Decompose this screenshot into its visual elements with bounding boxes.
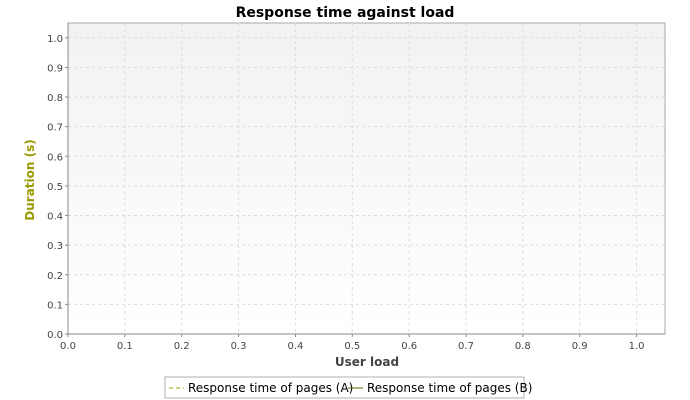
x-tick-label: 0.3 bbox=[231, 341, 247, 352]
y-tick-label: 0.6 bbox=[47, 152, 63, 163]
legend: Response time of pages (A) Response time… bbox=[164, 376, 532, 399]
x-axis-label: User load bbox=[335, 355, 399, 369]
legend-box bbox=[164, 376, 525, 399]
y-tick-label: 0.7 bbox=[47, 123, 63, 134]
x-tick-label: 0.6 bbox=[401, 341, 417, 352]
x-tick-label: 0.9 bbox=[572, 341, 588, 352]
legend-label-a: Response time of pages (A) bbox=[188, 381, 353, 395]
x-tick-label: 0.5 bbox=[344, 341, 360, 352]
plot-area bbox=[67, 22, 666, 335]
x-tick-label: 0.0 bbox=[60, 341, 76, 352]
x-tick-label: 0.7 bbox=[458, 341, 474, 352]
y-tick-label: 0.5 bbox=[47, 182, 63, 193]
y-tick-label: 0.8 bbox=[47, 93, 63, 104]
y-axis-label: Duration (s) bbox=[23, 139, 37, 220]
x-tick-label: 0.8 bbox=[515, 341, 531, 352]
ticks: 0.0 0.1 0.2 0.3 0.4 0.5 0.6 0.7 0.8 0.9 1.0 0.0 0.1 0… bbox=[47, 34, 644, 352]
y-tick-label: 1.0 bbox=[47, 34, 63, 45]
x-tick-label: 0.2 bbox=[174, 341, 190, 352]
y-tick-label: 0.1 bbox=[47, 300, 63, 311]
y-tick-label: 0.9 bbox=[47, 63, 63, 74]
x-tick-label: 1.0 bbox=[629, 341, 645, 352]
x-tick-label: 0.4 bbox=[287, 341, 303, 352]
x-tick-label: 0.1 bbox=[117, 341, 133, 352]
y-tick-label: 0.0 bbox=[47, 330, 63, 341]
legend-label-b: Response time of pages (B) bbox=[367, 381, 532, 395]
y-tick-label: 0.4 bbox=[47, 212, 63, 223]
chart-title: Response time against load bbox=[236, 5, 455, 21]
y-tick-label: 0.2 bbox=[47, 271, 63, 282]
y-tick-label: 0.3 bbox=[47, 241, 63, 252]
